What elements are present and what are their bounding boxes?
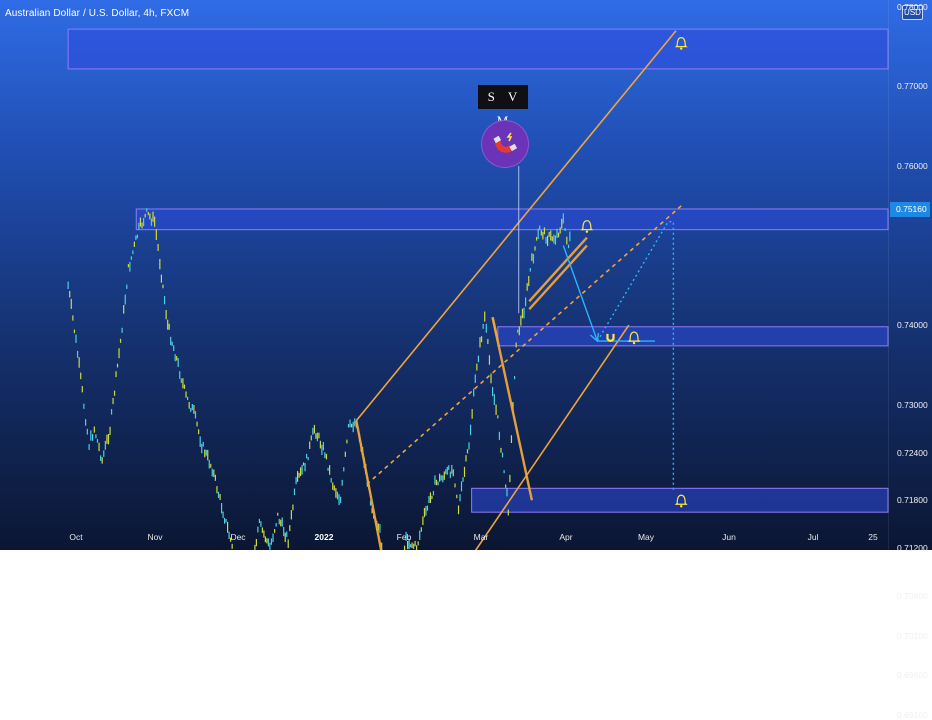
channel-line-2 [474,324,630,550]
time-tick: 25 [868,532,878,542]
bell-clapper [680,47,683,50]
channel-line-1 [355,30,677,422]
price-tick: 0.70100 [897,630,928,641]
pattern-line-5 [528,244,588,311]
time-tick: 2022 [314,532,334,542]
time-tick: Nov [147,532,163,542]
projection-arrowhead [589,332,600,343]
price-tick: 0.72400 [897,447,928,458]
bell-clapper [585,230,589,233]
currency-button[interactable]: USD [902,5,923,20]
price-tick: 0.74000 [897,320,928,331]
bell-icon-1 [674,37,688,50]
pattern-line-4 [491,316,499,342]
bell-icon-3 [627,331,641,345]
projection-path-2 [596,221,675,493]
time-tick: Apr [559,532,573,542]
bell-icon [580,220,594,231]
time-tick: Jun [722,532,736,542]
u-marker-icon [606,333,615,342]
brand-logo: S V M [478,85,528,128]
price-tick: 0.69100 [897,710,928,720]
time-tick: Mar [473,532,489,542]
pattern-line-1 [355,420,383,550]
price-tick: 0.78000 [897,1,928,12]
zone-1 [67,28,889,70]
zone-3 [497,326,889,347]
bell-clapper [632,341,636,345]
price-tick: 0.76000 [897,161,928,171]
pattern-line-3 [491,316,534,501]
chart-title: Australian Dollar / U.S. Dollar, 4h, FXC… [5,8,190,19]
zone-2 [135,208,889,231]
price-tick: 0.77000 [897,81,928,92]
bell-icon [674,37,688,48]
price-tick: 0.71800 [897,495,928,506]
price-tick: 0.73000 [897,399,928,410]
bell-icon-4 [674,494,688,508]
zone-4 [471,487,889,513]
time-tick: Oct [69,532,83,542]
price-chart[interactable] [0,0,932,550]
bell-icon [627,331,641,342]
time-tick: Jul [807,532,819,542]
current-price-tag: 0.75160 [890,202,930,217]
time-tick: May [637,532,655,542]
magnet-icon [482,121,528,167]
price-tick: 0.69600 [897,670,928,681]
channel-line-3 [366,205,682,485]
bell-icon-2 [580,220,594,233]
bell-icon [674,494,688,505]
price-tick: 0.71200 [897,543,928,553]
time-tick: Feb [396,532,412,542]
price-tick: 0.70600 [897,590,928,601]
bell-clapper [680,505,683,508]
time-tick: Dec [230,532,246,542]
pattern-line-6 [528,236,588,303]
